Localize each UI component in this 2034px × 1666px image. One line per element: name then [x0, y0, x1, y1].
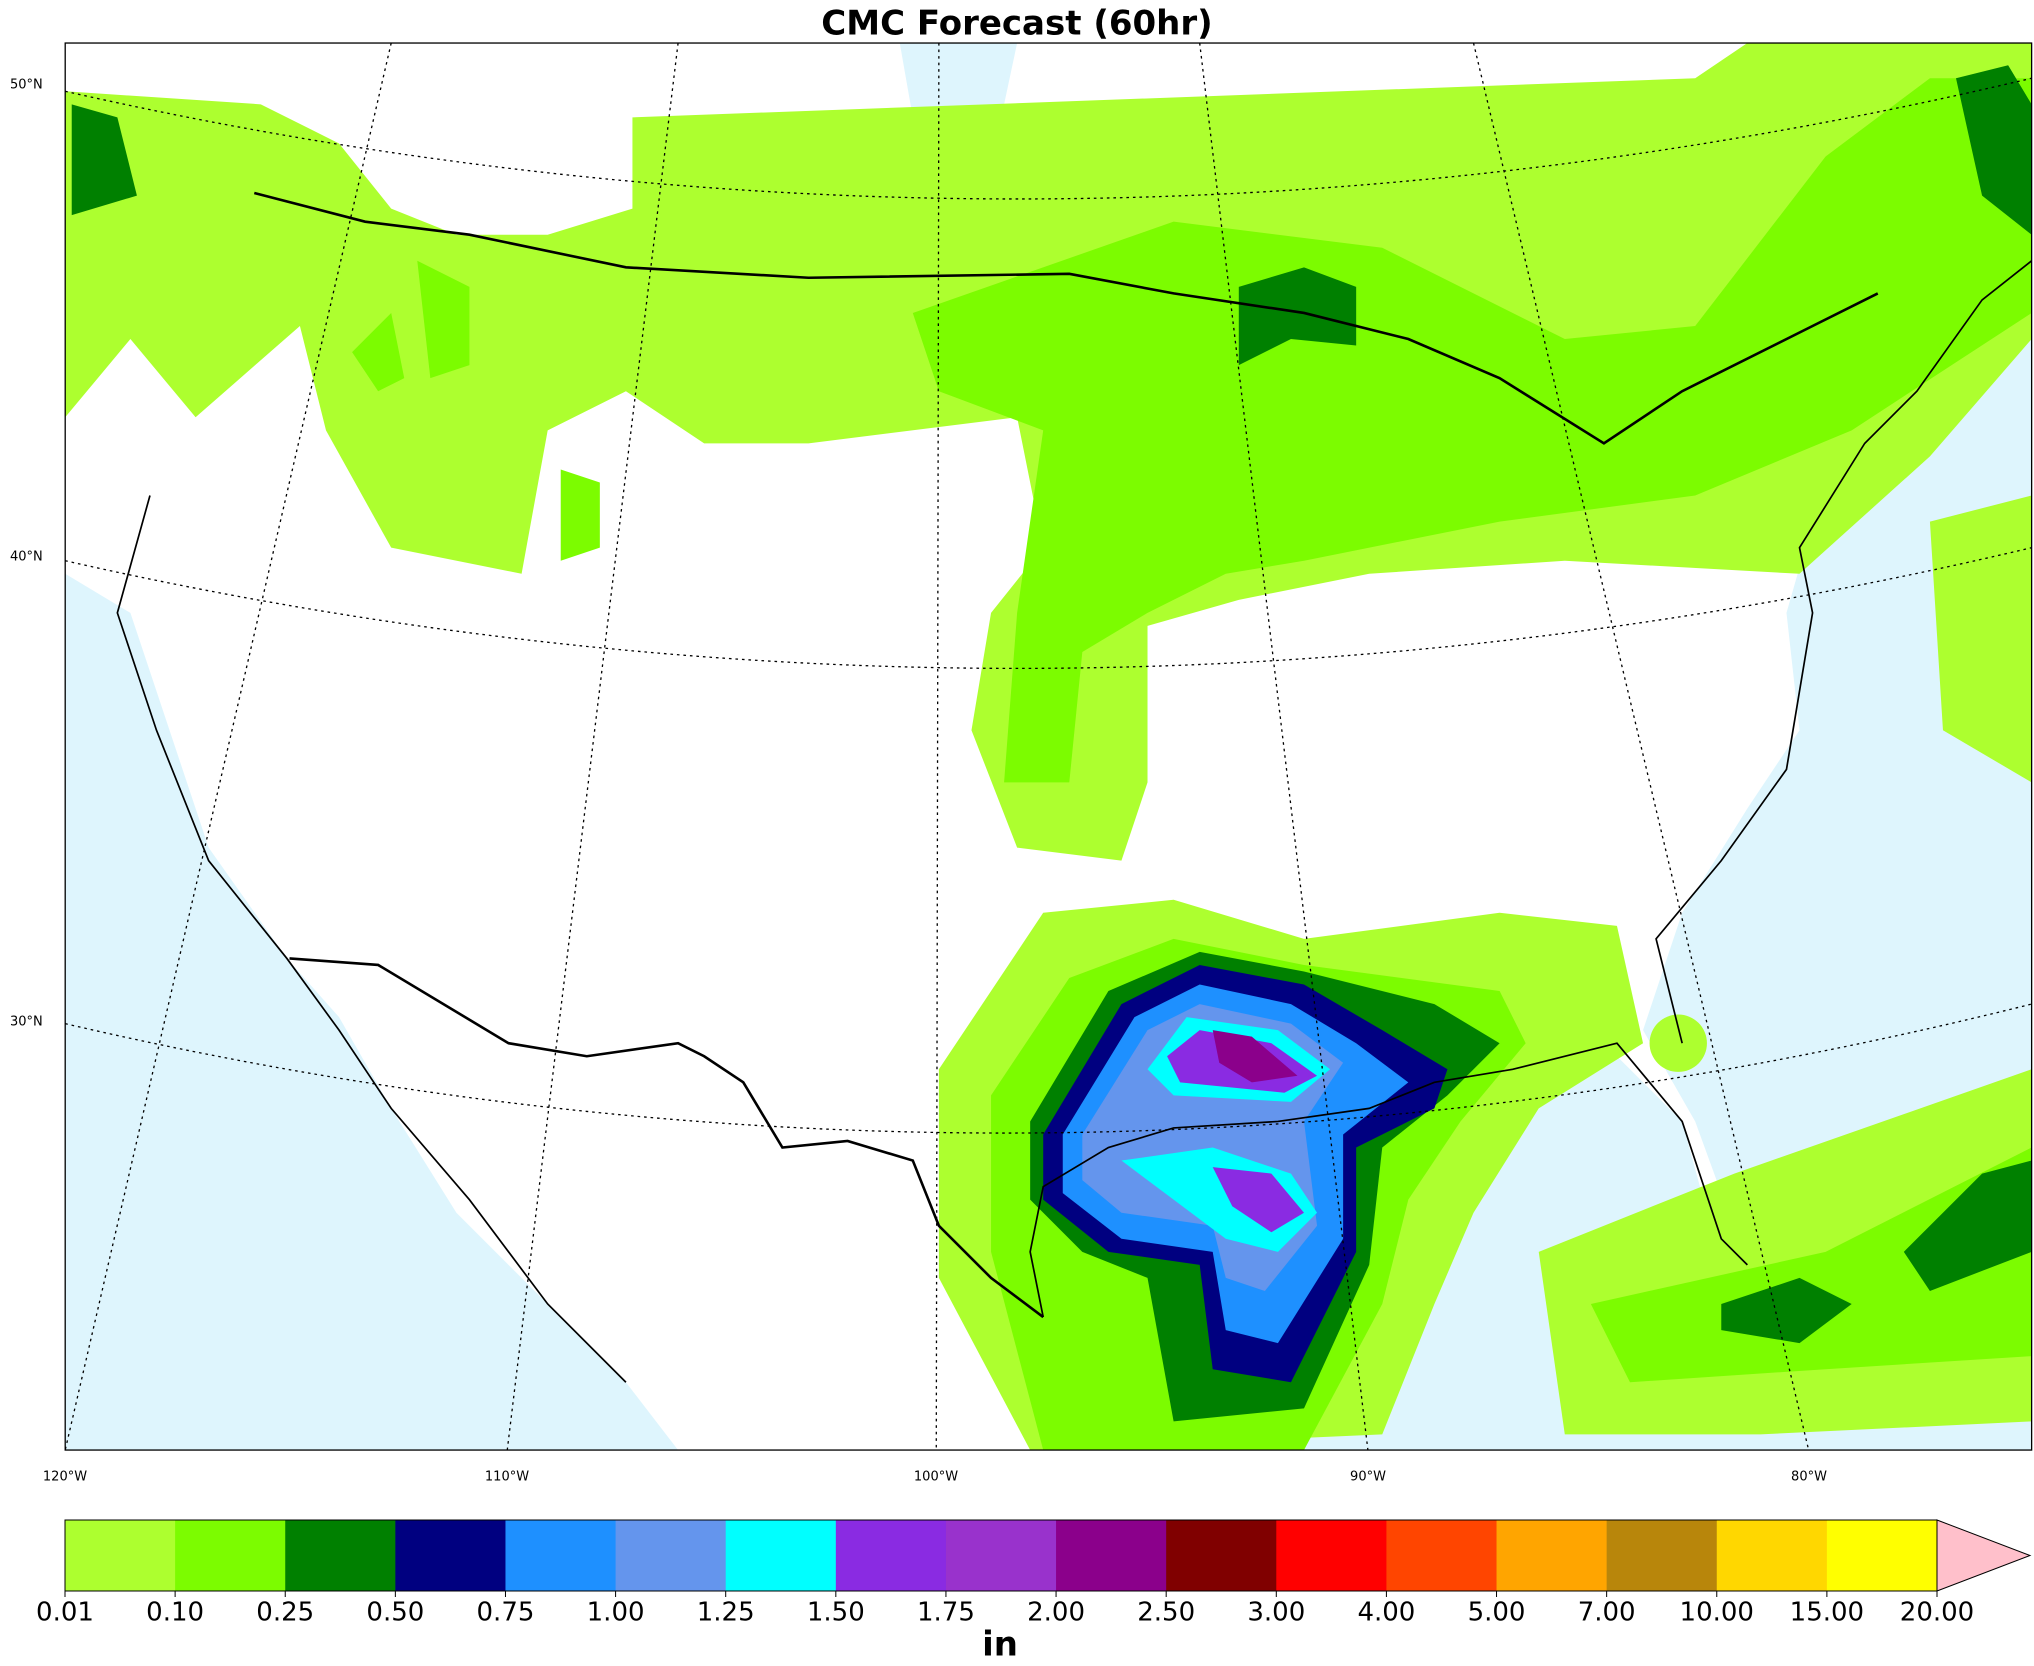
colorbar-frame: [64, 1519, 1938, 1592]
pacific-ocean: [65, 573, 679, 1451]
precipitation: [65, 43, 2032, 1451]
title: CMC Forecast (60hr): [821, 4, 1212, 44]
colorbar-tick-label: 2.00: [1027, 1598, 1085, 1628]
precip-atlantic-2: [1590, 1147, 2032, 1383]
precip-gulf-9: [1212, 1030, 1298, 1083]
colorbar-tick-label: 0.75: [477, 1598, 535, 1628]
canada-border: [253, 191, 1879, 445]
colorbar-tick-label: 4.00: [1357, 1598, 1415, 1628]
lat-label: 40°N: [10, 550, 43, 565]
lat-label: 50°N: [10, 78, 43, 93]
precip-west: [352, 260, 600, 561]
graticule: [65, 43, 2032, 1451]
colorbar-segment: [945, 1520, 1057, 1591]
colorbar-segment: [1716, 1520, 1828, 1591]
lat-label: 30°N: [10, 1015, 43, 1030]
coast-gulf: [1029, 1042, 1748, 1318]
graticule-line: [65, 77, 2032, 200]
map-frame: [64, 42, 2033, 1451]
mexico-border: [289, 957, 1044, 1319]
colorbar-tick-label: 20.00: [1900, 1598, 1974, 1628]
lon-label: 80°W: [1791, 1470, 1827, 1485]
colorbar-label: in: [982, 1625, 1018, 1665]
colorbar-segment: [725, 1520, 837, 1591]
precip-atlantic-3: [1721, 1160, 2032, 1344]
colorbar-tick-label: 0.01: [36, 1598, 94, 1628]
colorbar-tick-label: 2.50: [1137, 1598, 1195, 1628]
colorbar-segment: [1056, 1520, 1167, 1591]
colorbar-segment: [1166, 1520, 1277, 1591]
precip-atlantic: [1538, 495, 2032, 1435]
colorbar-tick-label: 1.25: [697, 1598, 755, 1628]
colorbar-segment: [285, 1520, 396, 1591]
colorbar-tick-label: 0.50: [366, 1598, 424, 1628]
colorbar-segment: [1826, 1520, 1938, 1591]
colorbar-tick-label: 3.00: [1247, 1598, 1305, 1628]
colorbar-tick-label: 1.00: [587, 1598, 645, 1628]
colorbar-tick-label: 0.10: [146, 1598, 204, 1628]
colorbar-tick-label: 15.00: [1790, 1598, 1864, 1628]
precip-north-2: [912, 78, 2032, 783]
colorbar-tick-label: 7.00: [1578, 1598, 1636, 1628]
coast-west: [116, 495, 627, 1383]
coast-east: [1655, 260, 2032, 1044]
colorbar-tick-label: 1.75: [917, 1598, 975, 1628]
colorbar-segment: [175, 1520, 286, 1591]
borders: [116, 191, 2032, 1383]
colorbar-segment: [1386, 1520, 1498, 1591]
precip-gulf-8: [1167, 1030, 1318, 1233]
colorbar-segment: [1496, 1520, 1608, 1591]
colorbar-segment: [65, 1520, 176, 1591]
colorbar-segment: [615, 1520, 727, 1591]
colorbar-extension: [1936, 1519, 2032, 1592]
lon-label: 110°W: [485, 1470, 529, 1485]
colorbar-segment: [395, 1520, 506, 1591]
map: [64, 42, 2033, 1451]
colorbar-tick-label: 0.25: [256, 1598, 314, 1628]
colorbar-segment: [1606, 1520, 1718, 1591]
graticule-line: [65, 547, 2032, 670]
colorbar-tick-label: 10.00: [1680, 1598, 1754, 1628]
colorbar-segment: [1276, 1520, 1387, 1591]
lon-label: 120°W: [43, 1470, 87, 1485]
colorbar-tick-label: 5.00: [1468, 1598, 1526, 1628]
colorbar-tick-label: 1.50: [807, 1598, 865, 1628]
colorbar-segment: [505, 1520, 617, 1591]
hudson-bay: [899, 43, 1018, 118]
lon-label: 90°W: [1350, 1470, 1386, 1485]
colorbar-segment: [835, 1520, 947, 1591]
lon-label: 100°W: [914, 1470, 958, 1485]
atlantic-ocean: [1643, 234, 2032, 1305]
